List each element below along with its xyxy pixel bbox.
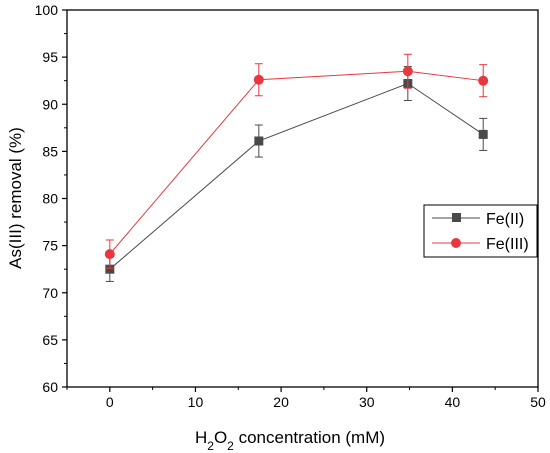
data-point <box>478 75 489 86</box>
legend: Fe(II) Fe(III) <box>423 204 538 258</box>
x-tick-label: 10 <box>188 394 204 410</box>
series-1 <box>104 53 489 269</box>
legend-marker-fe3 <box>451 238 461 248</box>
series-line <box>109 82 484 270</box>
x-axis-title-part: H <box>195 428 207 447</box>
y-tick-label: 60 <box>42 379 58 395</box>
x-tick-label: 0 <box>106 394 114 410</box>
plot-frame <box>66 9 539 388</box>
y-tick-label: 90 <box>42 96 58 112</box>
data-point <box>253 74 264 85</box>
x-tick-label: 40 <box>445 394 461 410</box>
series-line <box>109 70 484 255</box>
series-layer <box>104 53 489 282</box>
x-tick-label: 30 <box>359 394 375 410</box>
data-point <box>105 264 115 274</box>
x-axis-title: H2O2 concentration (mM) <box>195 428 385 453</box>
x-tick-label: 50 <box>530 394 546 410</box>
axis-ticks: 60 65 70 75 80 85 90 95 100 0 10 20 30 40 50 <box>35 2 546 410</box>
y-tick-label: 65 <box>42 332 58 348</box>
x-axis-title-part: O <box>214 428 227 447</box>
y-tick-label: 95 <box>42 49 58 65</box>
y-tick-label: 75 <box>42 238 58 254</box>
y-axis-title: As(III) removal (%) <box>6 127 25 269</box>
legend-box <box>423 204 538 258</box>
y-tick-label: 100 <box>35 2 59 18</box>
x-axis-title-part: concentration (mM) <box>234 428 385 447</box>
y-tick-label: 70 <box>42 285 58 301</box>
legend-marker-fe2 <box>452 213 461 222</box>
x-tick-label: 20 <box>273 394 289 410</box>
plot-area-border <box>66 9 539 388</box>
data-point <box>402 66 413 77</box>
x-axis-title-subscript: 2 <box>207 439 214 453</box>
legend-label-fe3: Fe(III) <box>486 236 529 253</box>
data-point <box>254 136 264 146</box>
y-tick-label: 80 <box>42 191 58 207</box>
legend-label-fe2: Fe(II) <box>486 211 524 228</box>
y-tick-label: 85 <box>42 143 58 159</box>
data-point <box>478 129 488 139</box>
x-axis-title-subscript: 2 <box>227 439 234 453</box>
data-point <box>104 249 115 260</box>
